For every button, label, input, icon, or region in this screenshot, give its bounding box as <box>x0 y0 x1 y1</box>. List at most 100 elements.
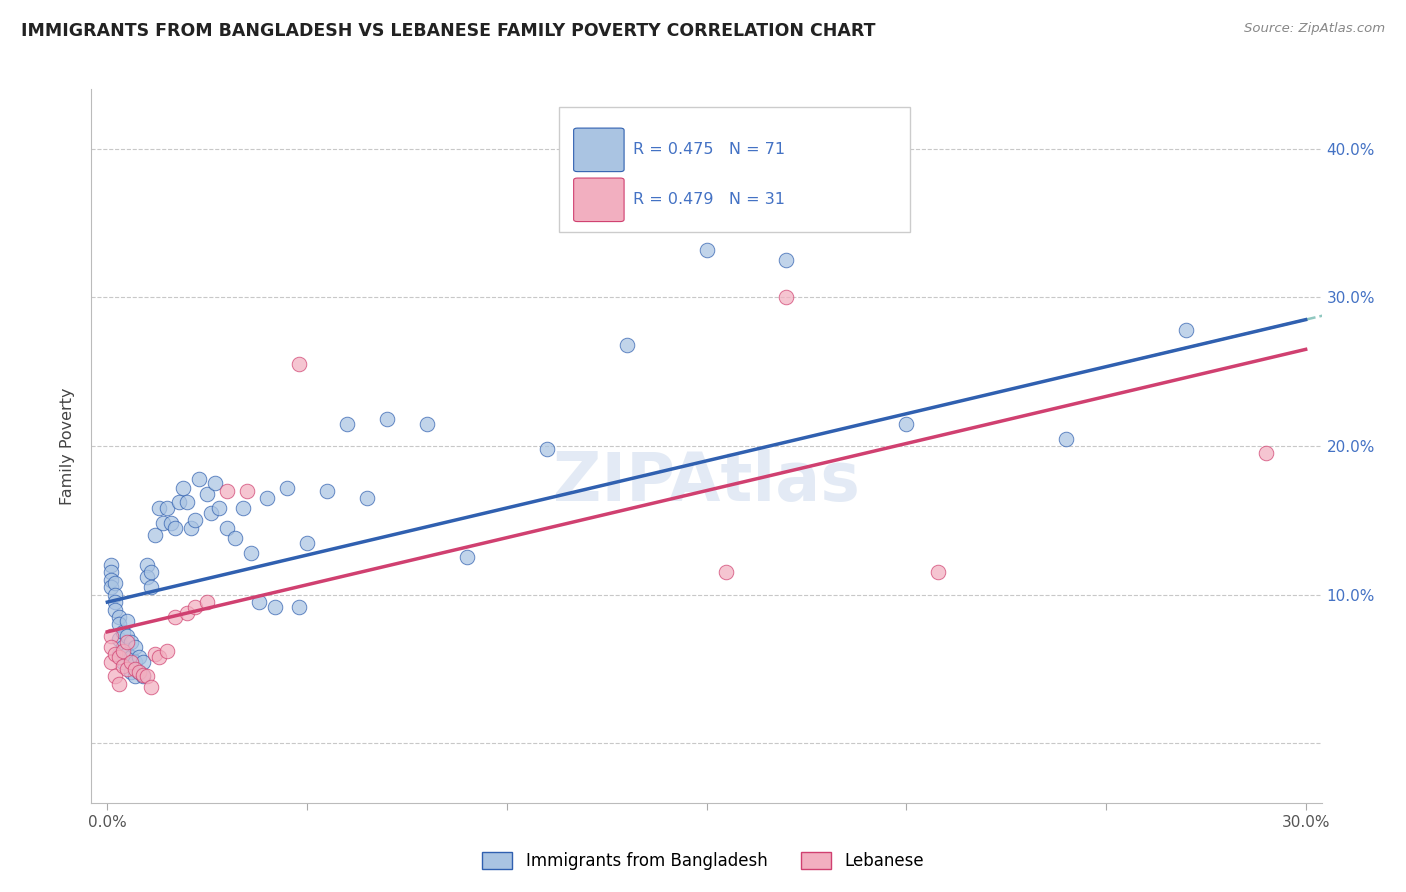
Point <box>108 647 131 661</box>
Point <box>416 417 439 431</box>
Point <box>108 610 131 624</box>
Point <box>108 650 131 665</box>
Point <box>204 476 226 491</box>
Point <box>256 491 278 505</box>
Point <box>124 640 146 654</box>
Point <box>264 599 287 614</box>
Text: Source: ZipAtlas.com: Source: ZipAtlas.com <box>1244 22 1385 36</box>
Point <box>104 647 127 661</box>
Point <box>100 566 122 580</box>
Point <box>184 599 207 614</box>
Point <box>176 495 198 509</box>
Point <box>775 253 797 268</box>
Point <box>143 647 166 661</box>
Point <box>224 531 246 545</box>
Point <box>775 290 797 304</box>
Point <box>276 481 298 495</box>
Point <box>232 501 254 516</box>
Point <box>236 483 259 498</box>
Point <box>195 486 218 500</box>
Point <box>112 644 135 658</box>
Point <box>1254 446 1277 460</box>
Point <box>716 566 738 580</box>
Point <box>100 655 122 669</box>
Point <box>112 640 135 654</box>
Point <box>247 595 270 609</box>
Point <box>148 501 170 516</box>
Point <box>156 644 179 658</box>
Point <box>104 669 127 683</box>
Point <box>456 550 478 565</box>
Text: R = 0.475   N = 71: R = 0.475 N = 71 <box>633 143 785 157</box>
Point <box>120 635 142 649</box>
Point <box>200 506 222 520</box>
Point <box>124 655 146 669</box>
Point <box>695 243 717 257</box>
Point <box>240 546 263 560</box>
Point <box>288 357 311 371</box>
Point <box>160 516 183 531</box>
Point <box>108 677 131 691</box>
Point <box>136 669 159 683</box>
Point <box>536 442 558 456</box>
Point <box>1174 323 1197 337</box>
Point <box>117 629 139 643</box>
Point <box>112 624 135 639</box>
Point <box>128 650 150 665</box>
Point <box>108 617 131 632</box>
Point <box>124 662 146 676</box>
Point <box>120 650 142 665</box>
Point <box>117 647 139 661</box>
Point <box>316 483 339 498</box>
Point <box>176 606 198 620</box>
Point <box>128 665 150 679</box>
Point <box>172 481 194 495</box>
Point <box>120 655 142 669</box>
Point <box>104 588 127 602</box>
Point <box>128 665 150 679</box>
Point <box>141 580 163 594</box>
Point <box>356 491 378 505</box>
Legend: Immigrants from Bangladesh, Lebanese: Immigrants from Bangladesh, Lebanese <box>475 845 931 877</box>
Point <box>288 599 311 614</box>
Point <box>169 495 191 509</box>
Point <box>108 632 131 647</box>
Point <box>148 650 170 665</box>
Point <box>117 662 139 676</box>
Point <box>100 629 122 643</box>
FancyBboxPatch shape <box>574 128 624 171</box>
Point <box>112 655 135 669</box>
Point <box>165 610 187 624</box>
Point <box>141 566 163 580</box>
Point <box>136 558 159 572</box>
Point <box>616 338 638 352</box>
Point <box>152 516 174 531</box>
Point <box>927 566 949 580</box>
Point <box>104 575 127 590</box>
Point <box>208 501 231 516</box>
Point <box>1054 432 1077 446</box>
Point <box>184 513 207 527</box>
Point <box>100 580 122 594</box>
Point <box>104 602 127 616</box>
Text: ZIPAtlas: ZIPAtlas <box>553 449 860 515</box>
Point <box>217 521 239 535</box>
Point <box>117 635 139 649</box>
FancyBboxPatch shape <box>574 178 624 221</box>
Point <box>132 669 155 683</box>
Point <box>100 558 122 572</box>
Point <box>188 472 211 486</box>
Text: R = 0.479   N = 31: R = 0.479 N = 31 <box>633 193 785 207</box>
FancyBboxPatch shape <box>558 107 910 232</box>
Point <box>141 680 163 694</box>
Point <box>100 573 122 587</box>
Point <box>336 417 359 431</box>
Y-axis label: Family Poverty: Family Poverty <box>60 387 76 505</box>
Point <box>136 570 159 584</box>
Point <box>217 483 239 498</box>
Point <box>117 615 139 629</box>
Text: IMMIGRANTS FROM BANGLADESH VS LEBANESE FAMILY POVERTY CORRELATION CHART: IMMIGRANTS FROM BANGLADESH VS LEBANESE F… <box>21 22 876 40</box>
Point <box>896 417 918 431</box>
Point <box>112 659 135 673</box>
Point <box>180 521 202 535</box>
